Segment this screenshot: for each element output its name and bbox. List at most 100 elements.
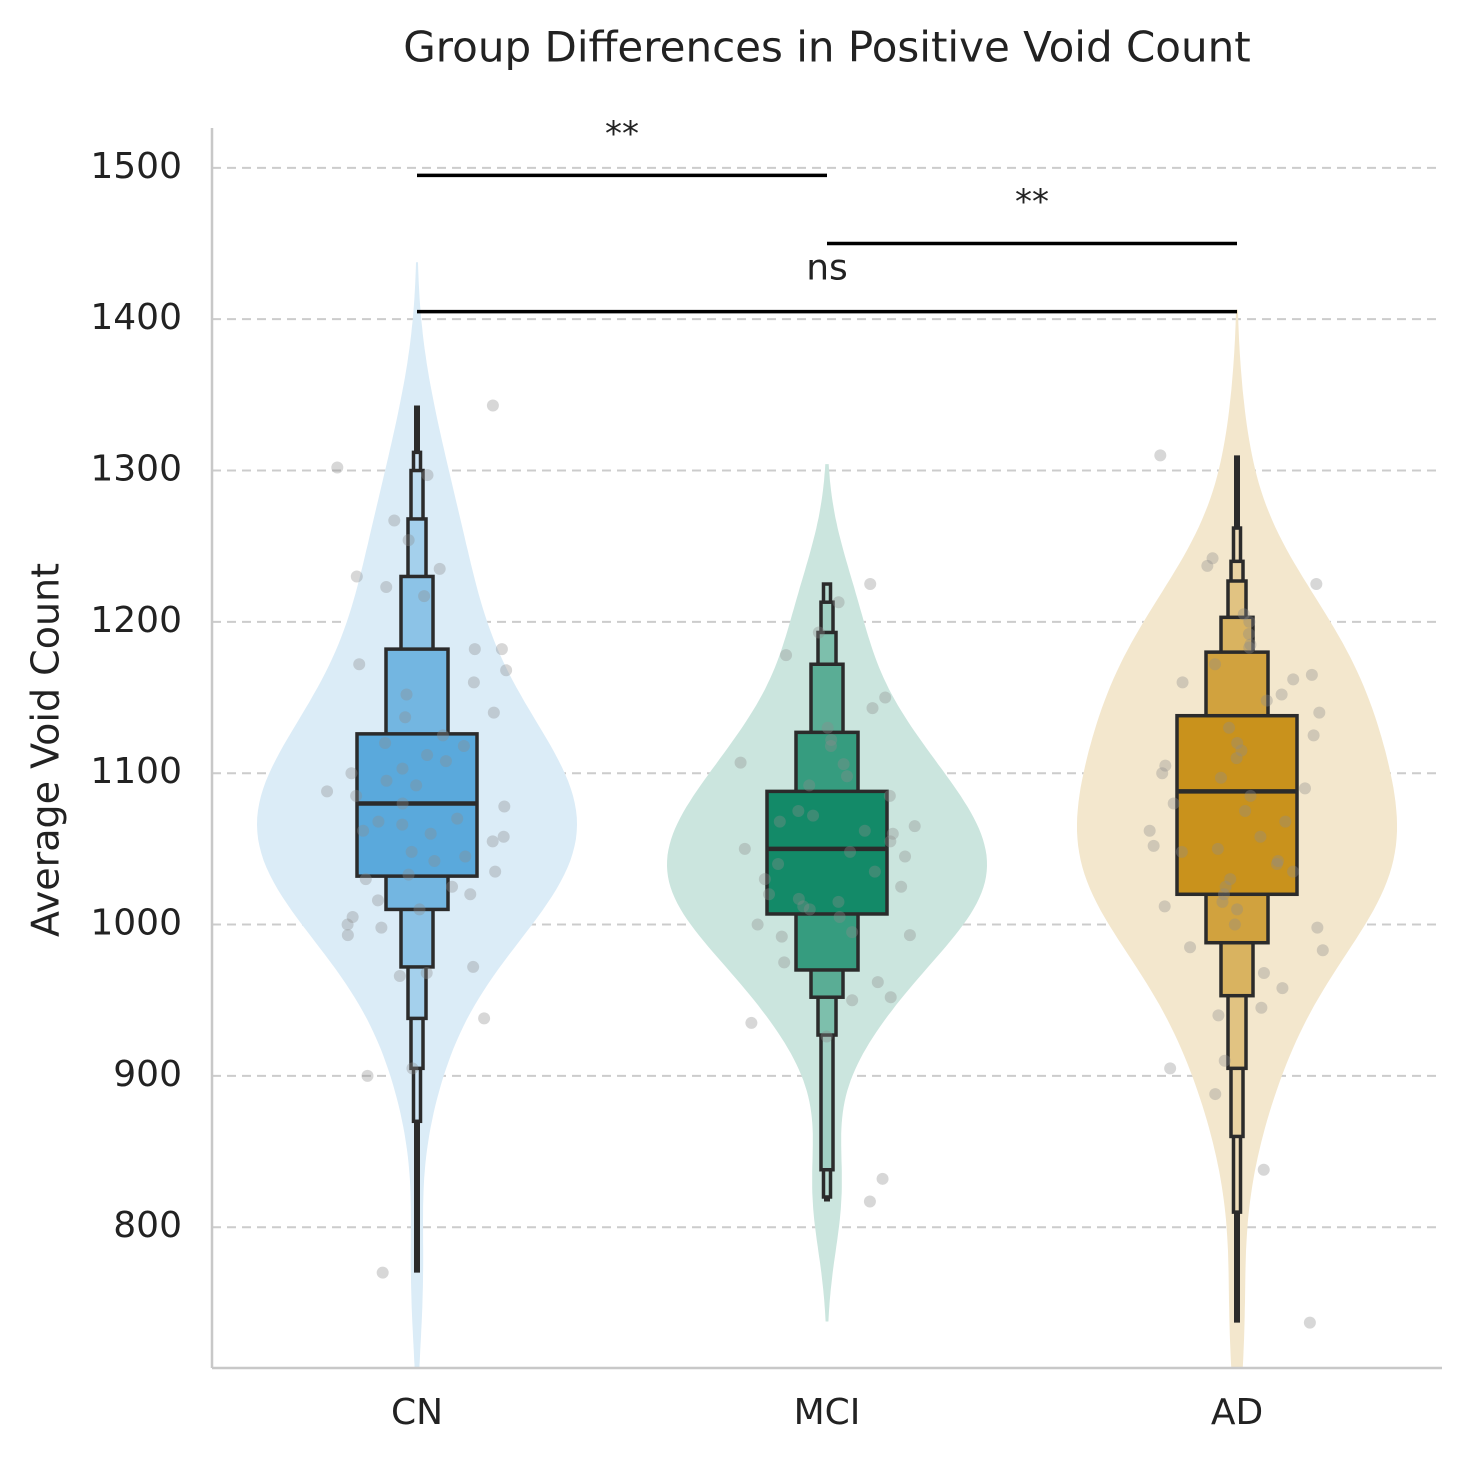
data-point: [1235, 744, 1248, 757]
data-point: [486, 835, 499, 848]
data-point: [489, 865, 502, 878]
data-point: [380, 581, 393, 594]
data-point: [903, 929, 916, 942]
data-point: [807, 809, 820, 822]
data-point: [1218, 1054, 1231, 1067]
data-point: [821, 721, 834, 734]
data-point: [331, 461, 344, 474]
data-point: [433, 562, 446, 575]
data-point: [451, 812, 464, 825]
data-point: [1316, 944, 1329, 957]
data-point: [1237, 608, 1250, 621]
data-point: [400, 688, 413, 701]
data-point: [1158, 900, 1171, 913]
y-tick-label: 1500: [90, 146, 182, 187]
data-point: [908, 820, 921, 833]
data-point: [1244, 638, 1257, 651]
data-point: [886, 827, 899, 840]
data-point: [1287, 865, 1300, 878]
data-point: [497, 830, 510, 843]
data-point: [399, 711, 412, 724]
data-point: [1311, 921, 1324, 934]
data-point: [763, 888, 776, 901]
data-point: [863, 1195, 876, 1208]
data-point: [439, 755, 452, 768]
data-point: [803, 779, 816, 792]
data-point: [428, 854, 441, 867]
data-point: [405, 845, 418, 858]
data-point: [803, 903, 816, 916]
data-point: [775, 930, 788, 943]
data-point: [1208, 658, 1221, 671]
data-point: [379, 736, 392, 749]
data-point: [359, 873, 372, 886]
data-point: [837, 758, 850, 771]
data-point: [883, 789, 896, 802]
data-point: [1231, 903, 1244, 916]
data-point: [1271, 854, 1284, 867]
y-tick-label: 1300: [90, 449, 182, 490]
data-point: [1275, 688, 1288, 701]
significance-label: **: [605, 114, 639, 154]
data-point: [773, 815, 786, 828]
data-point: [871, 976, 884, 989]
data-point: [780, 649, 793, 662]
data-point: [321, 785, 334, 798]
data-point: [1211, 842, 1224, 855]
data-point: [1159, 759, 1172, 772]
data-point: [820, 1030, 833, 1043]
data-point: [402, 534, 415, 547]
data-point: [350, 789, 363, 802]
data-point: [495, 643, 508, 656]
data-point: [424, 827, 437, 840]
data-point: [1209, 1088, 1222, 1101]
y-axis-label: Average Void Count: [24, 563, 68, 937]
data-point: [841, 770, 854, 783]
data-point: [824, 739, 837, 752]
data-point: [446, 880, 459, 893]
data-point: [778, 956, 791, 969]
data-point: [418, 590, 431, 603]
data-point: [1279, 815, 1292, 828]
y-tick-label: 1100: [90, 751, 182, 792]
data-point: [738, 842, 751, 855]
letter-value-box: [1175, 713, 1299, 897]
data-point: [380, 774, 393, 787]
data-point: [467, 960, 480, 973]
data-point: [1307, 729, 1320, 742]
data-point: [846, 994, 859, 1007]
data-point: [1154, 449, 1167, 462]
data-point: [350, 570, 363, 583]
data-point: [1214, 771, 1227, 784]
data-point: [1313, 706, 1326, 719]
data-point: [1212, 1009, 1225, 1022]
data-point: [792, 805, 805, 818]
data-point: [464, 888, 477, 901]
data-point: [895, 880, 908, 893]
data-point: [884, 835, 897, 848]
data-point: [1167, 797, 1180, 810]
data-point: [1260, 694, 1273, 707]
data-point: [468, 643, 481, 656]
y-tick-label: 800: [113, 1205, 182, 1246]
data-point: [884, 991, 897, 1004]
data-point: [745, 1016, 758, 1029]
data-point: [832, 596, 845, 609]
data-point: [1156, 767, 1169, 780]
data-point: [357, 824, 370, 837]
data-point: [1184, 941, 1197, 954]
data-point: [1287, 673, 1300, 686]
data-point: [1255, 1001, 1268, 1014]
data-point: [361, 1069, 374, 1082]
data-point: [846, 926, 859, 939]
plot-area: [257, 262, 1397, 1368]
data-point: [792, 892, 805, 905]
data-point: [825, 733, 838, 746]
data-point: [844, 845, 857, 858]
x-tick-label: MCI: [794, 1392, 861, 1433]
data-point: [833, 910, 846, 923]
data-point: [500, 664, 513, 677]
data-point: [498, 800, 511, 813]
data-point: [1216, 895, 1229, 908]
